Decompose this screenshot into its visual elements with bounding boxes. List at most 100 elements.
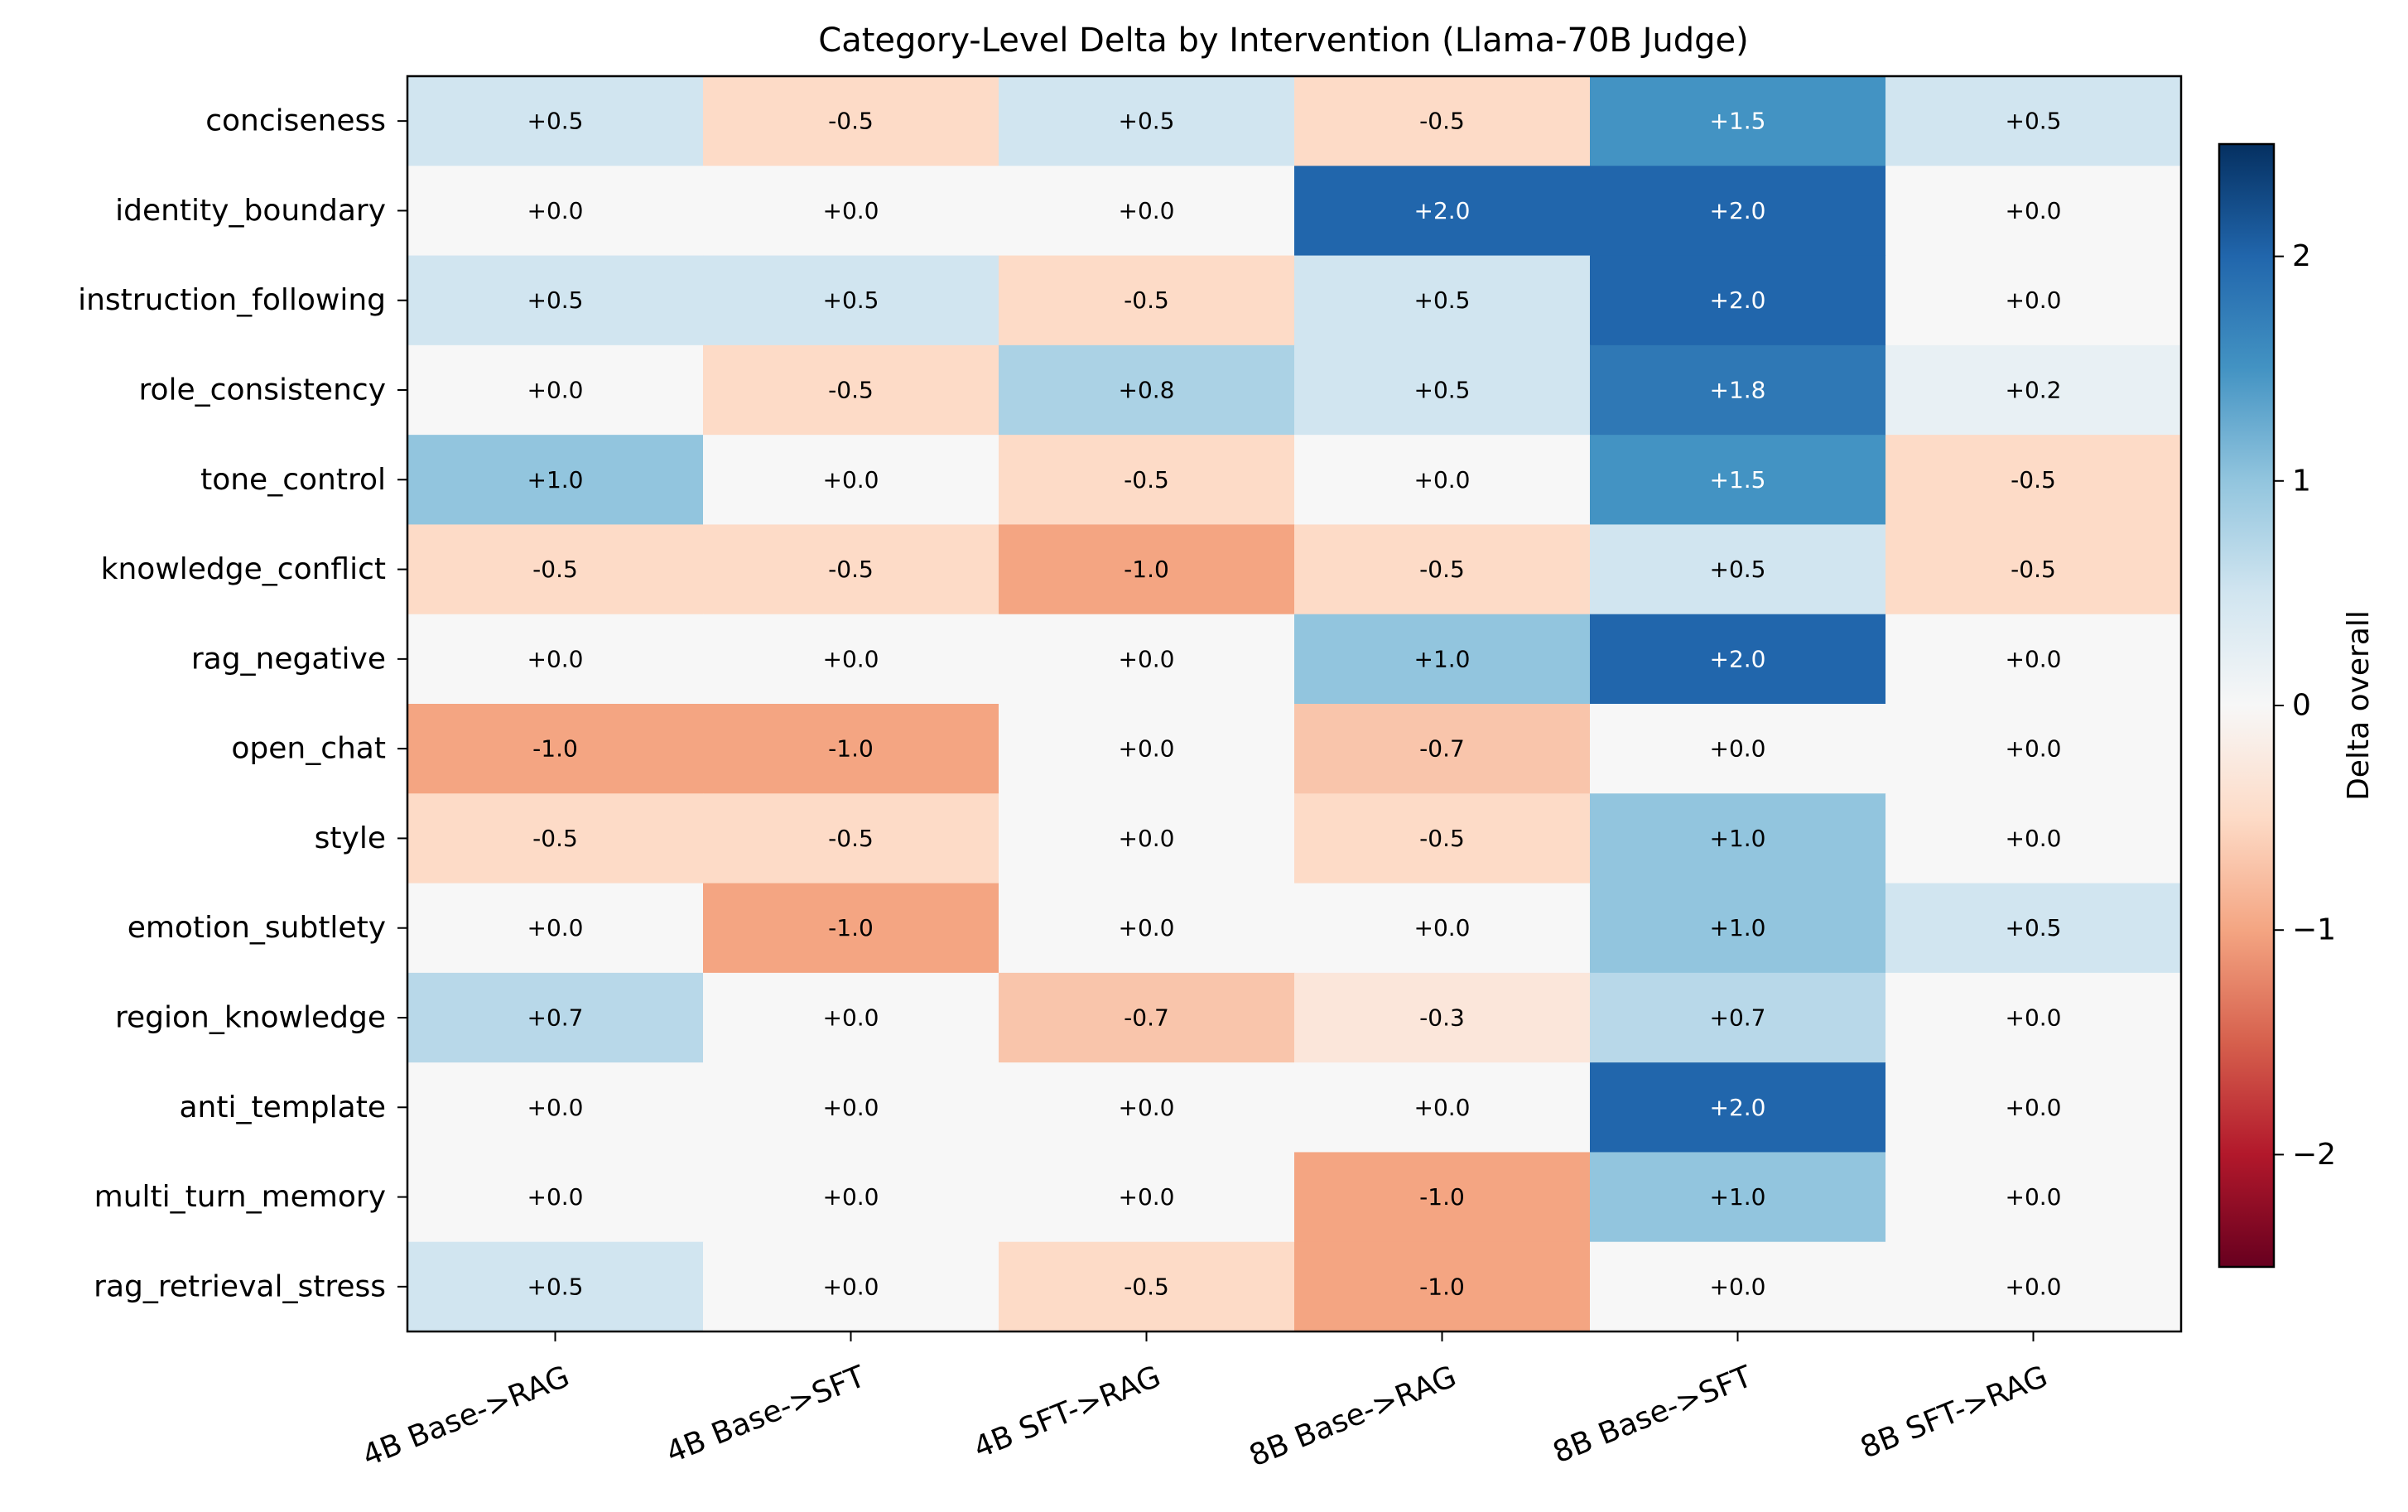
plot-frame: [406, 75, 2183, 1333]
heatmap-cell: [407, 1062, 704, 1153]
y-tick-label: anti_template: [179, 1091, 386, 1124]
heatmap-cell: [1294, 793, 1591, 884]
heatmap-cell: [703, 614, 999, 705]
y-tick-label: tone_control: [200, 463, 386, 497]
heatmap-cell: [703, 1152, 999, 1243]
y-tick-label: multi_turn_memory: [94, 1180, 386, 1214]
heatmap-cell: [999, 1152, 1295, 1243]
heatmap-cell: [1590, 1062, 1886, 1153]
heatmap-cell: [1294, 1152, 1591, 1243]
heatmap-cell: [1294, 166, 1591, 257]
y-tick-label: rag_negative: [191, 642, 386, 676]
cell-value-label: +0.8: [1119, 377, 1175, 404]
cell-value-label: +0.0: [1414, 1094, 1471, 1121]
y-axis: conciseness identity_boundary instruction_…: [78, 104, 407, 1303]
cell-value-label: +0.0: [1119, 645, 1175, 672]
heatmap-cell: [703, 435, 999, 526]
heatmap-cell: [999, 614, 1295, 705]
cell-value-label: +0.0: [2006, 1183, 2062, 1211]
cell-value-label: -0.7: [1419, 735, 1465, 763]
x-tick-label: 4B SFT->RAG: [969, 1360, 1165, 1466]
cell-value-label: +0.0: [2006, 287, 2062, 314]
cell-value-label: +0.0: [823, 197, 879, 224]
heatmap-cell: [703, 704, 999, 794]
heatmap-cell: [407, 435, 704, 526]
cell-value-label: +0.0: [1119, 1094, 1175, 1121]
heatmap-cell: [1590, 704, 1886, 794]
heatmap-cell: [1885, 166, 2182, 257]
x-axis: 4B Base->RAG 4B Base->SFT 4B SFT->RAG 8B Ba…: [358, 1331, 2052, 1473]
cell-value-label: +0.0: [823, 1273, 879, 1300]
chart-title: Category-Level Delta by Intervention (Ll…: [818, 22, 1748, 60]
cell-value-label: +0.0: [2006, 1004, 2062, 1032]
heatmap-cell: [1294, 972, 1591, 1063]
cell-value-label: +0.0: [823, 1183, 879, 1211]
colorbar-ticks: −2 −1 0 1 2: [2274, 239, 2336, 1172]
cell-value-label: +0.5: [527, 1273, 584, 1300]
cell-value-label: -0.5: [532, 825, 578, 852]
cell-value-label: +1.0: [1710, 914, 1766, 941]
cell-value-label: -0.5: [532, 556, 578, 583]
cell-value-label: +0.5: [2006, 108, 2062, 135]
heatmap-cell: [407, 883, 704, 974]
y-tick-label: emotion_subtlety: [128, 911, 386, 945]
cell-value-label: -0.5: [1419, 108, 1465, 135]
cell-value-label: -0.7: [1124, 1004, 1169, 1032]
heatmap-cell: [1885, 76, 2182, 166]
heatmap-cell: [407, 793, 704, 884]
cell-value-label: +0.2: [2006, 377, 2062, 404]
cell-value-label: +0.5: [527, 108, 584, 135]
heatmap-cell: [703, 883, 999, 974]
cell-value-label: +2.0: [1414, 197, 1471, 224]
heatmap-cell: [1590, 166, 1886, 257]
cell-value-label: -1.0: [1419, 1183, 1465, 1211]
heatmap-cell: [407, 524, 704, 615]
cell-value-label: +0.0: [1119, 1183, 1175, 1211]
cell-value-label: +0.0: [2006, 197, 2062, 224]
heatmap-cell: [407, 614, 704, 705]
cell-value-labels: +0.5 -0.5 +0.5 -0.5 +1.5 +0.5 +0.0 +0.0 +0.0 +2.0…: [527, 108, 2062, 1301]
heatmap-cell: [999, 435, 1295, 526]
heatmap-cell: [999, 344, 1295, 436]
cell-value-label: +0.5: [1414, 377, 1471, 404]
cell-value-label: -0.5: [828, 108, 874, 135]
cell-value-label: +0.5: [527, 287, 584, 314]
y-tick-label: style: [315, 821, 386, 855]
cell-value-label: +0.0: [527, 377, 584, 404]
heatmap-cell: [407, 1241, 704, 1332]
heatmap-cell: [999, 1062, 1295, 1153]
heatmap-cell: [407, 1152, 704, 1243]
x-tick-label: 8B Base->RAG: [1245, 1360, 1461, 1473]
cell-value-label: +1.0: [1414, 645, 1471, 672]
heatmap-cell: [1294, 344, 1591, 436]
heatmap-cell: [1294, 614, 1591, 705]
heatmap-cell: [999, 524, 1295, 615]
heatmap-cell: [999, 1241, 1295, 1332]
cell-value-label: +0.0: [1710, 1273, 1766, 1300]
cell-value-label: +0.0: [1119, 735, 1175, 763]
cell-value-label: +0.0: [2006, 1094, 2062, 1121]
y-tick-label: knowledge_conflict: [101, 552, 386, 586]
heatmap-cell: [1590, 972, 1886, 1063]
colorbar-tick-label: 1: [2292, 464, 2311, 498]
cell-value-label: -1.0: [828, 735, 874, 763]
colorbar-tick-label: −2: [2292, 1138, 2336, 1172]
heatmap-cell: [703, 1241, 999, 1332]
cell-value-label: +2.0: [1710, 287, 1766, 314]
cell-value-label: -0.5: [828, 825, 874, 852]
heatmap-cell: [1885, 255, 2182, 346]
heatmap-cell: [703, 793, 999, 884]
heatmap-cell: [703, 524, 999, 615]
heatmap-cell: [1294, 435, 1591, 526]
cell-value-label: +1.8: [1710, 377, 1766, 404]
heatmap-cell: [1885, 344, 2182, 436]
colorbar: −2 −1 0 1 2 Delta overall: [2218, 142, 2376, 1269]
cell-value-label: -0.5: [1124, 287, 1169, 314]
cell-value-label: -0.5: [1124, 466, 1169, 494]
cell-value-label: -1.0: [1419, 1273, 1465, 1300]
heatmap-cell: [1294, 1241, 1591, 1332]
y-tick-label: open_chat: [231, 732, 386, 766]
heatmap-cell: [1885, 1062, 2182, 1153]
cell-value-label: +0.0: [527, 914, 584, 941]
heatmap-cell: [703, 972, 999, 1063]
